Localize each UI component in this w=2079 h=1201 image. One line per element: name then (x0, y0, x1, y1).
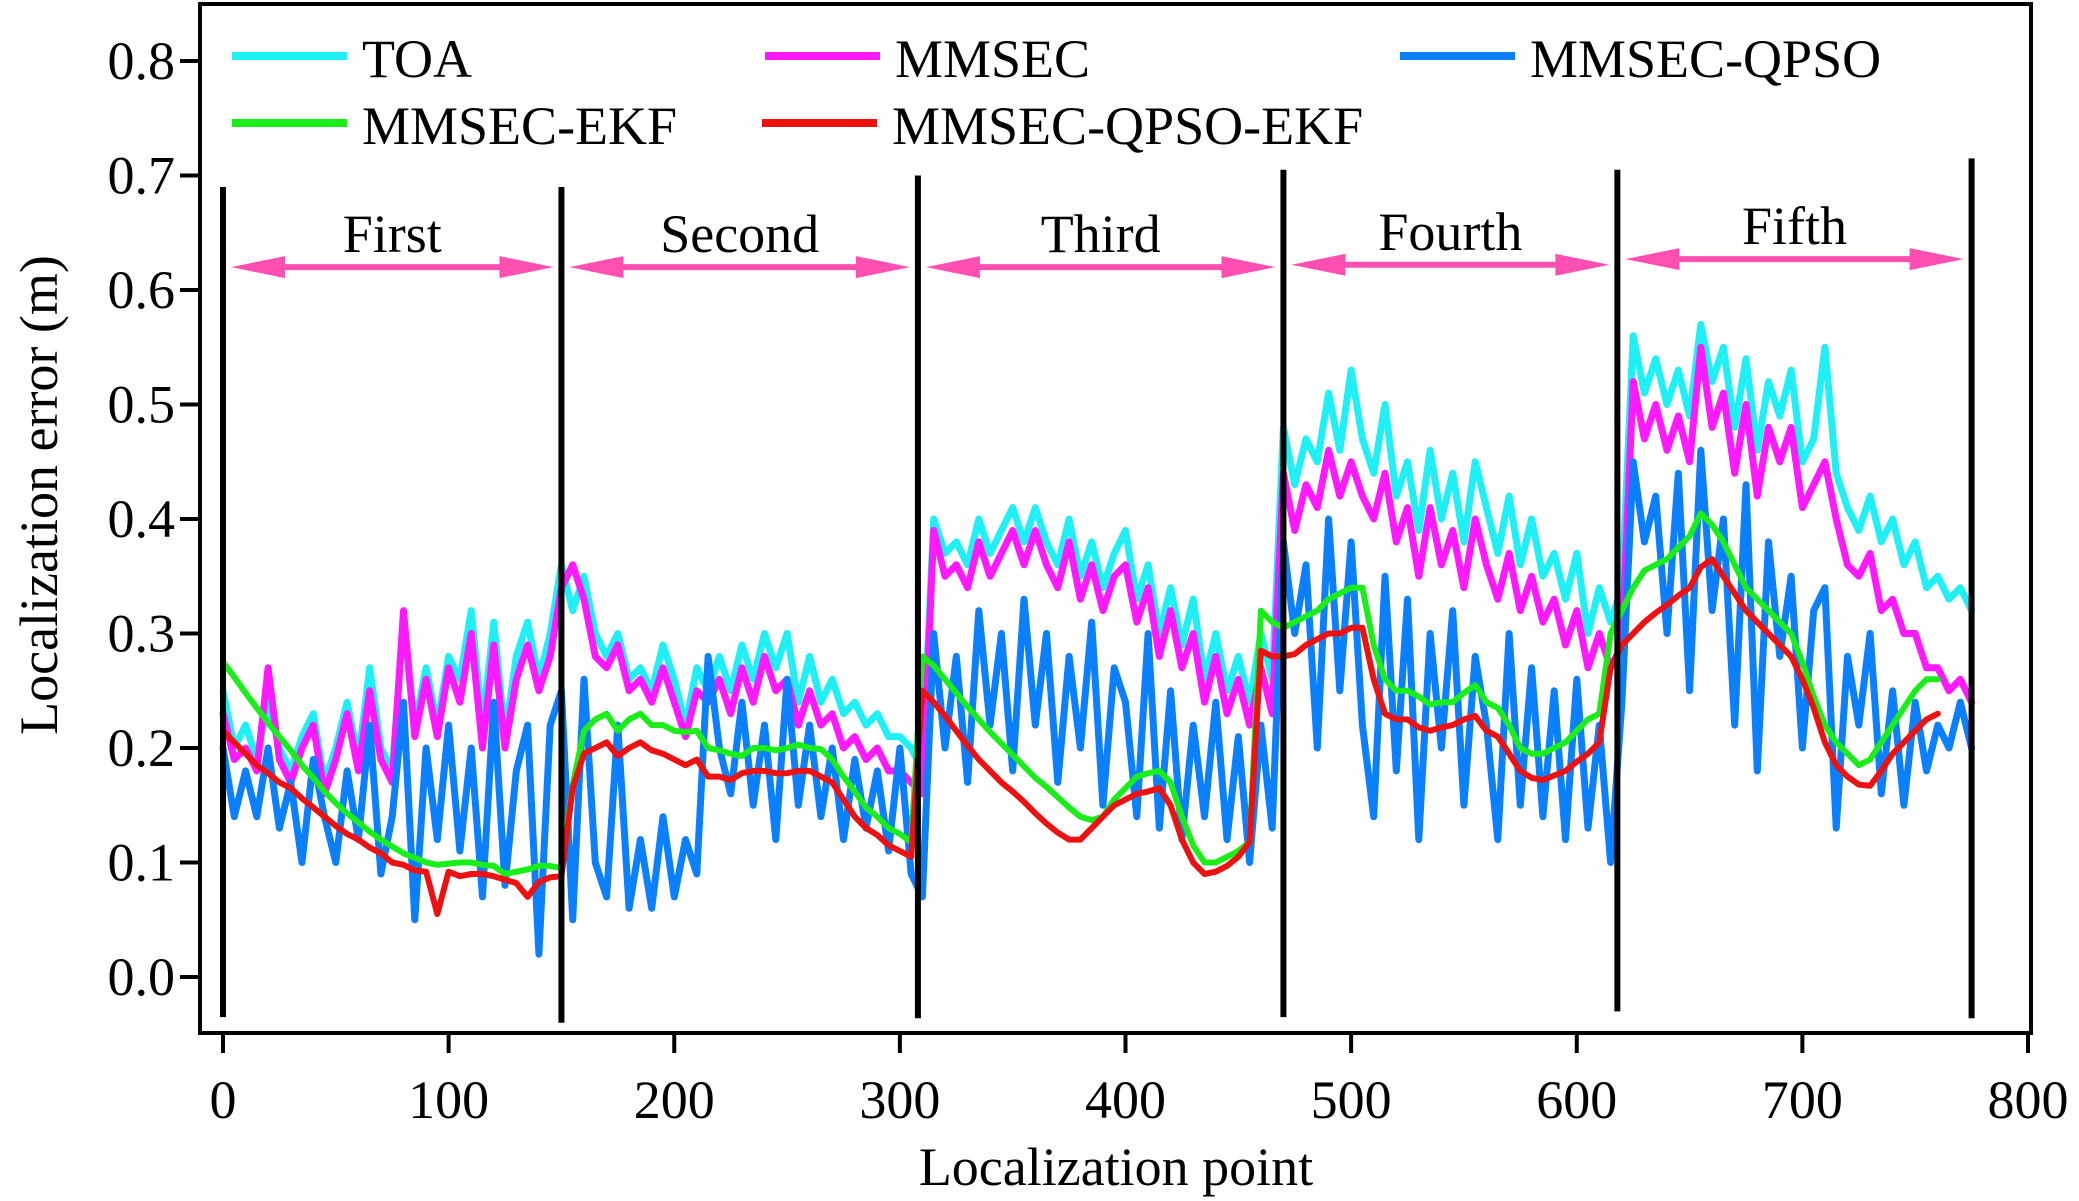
x-tick-label: 0 (210, 1070, 237, 1130)
series-layer (219, 320, 1976, 958)
y-tick-label: 0.3 (108, 604, 176, 664)
arrow-right-icon (1909, 248, 1964, 271)
y-tick-label: 0.5 (108, 375, 176, 435)
x-axis-title: Localization point (919, 1137, 1313, 1197)
y-tick-label: 0.0 (108, 947, 176, 1007)
y-tick-label: 0.6 (108, 260, 176, 320)
section-label: First (343, 204, 442, 264)
x-tick-label: 100 (408, 1070, 489, 1130)
y-tick-label: 0.1 (108, 833, 176, 893)
x-tick-label: 400 (1085, 1070, 1166, 1130)
arrow-left-icon (1625, 248, 1680, 271)
y-tick-label: 0.2 (108, 718, 176, 778)
section-layer: First Second Third Fourth Fifth (220, 158, 1975, 1023)
series-line-mmsec (219, 343, 1976, 798)
arrow-right-icon (1221, 256, 1276, 279)
series-line-mmsec-qpso-ekf (220, 556, 1941, 917)
series-line-toa (219, 320, 1976, 786)
y-axis: 0.0 0.1 0.2 0.3 0.4 0.5 0.6 0.7 0.8 (108, 31, 200, 1007)
arrow-left-icon (231, 256, 285, 279)
arrow-left-icon (1291, 253, 1346, 276)
section-label: Third (1041, 204, 1161, 264)
arrow-left-icon (925, 256, 980, 279)
section-label: Fifth (1742, 196, 1847, 256)
x-tick-label: 700 (1762, 1070, 1843, 1130)
x-tick-label: 500 (1311, 1070, 1392, 1130)
series-line-mmsec-ekf (220, 510, 1941, 877)
x-axis: 0 100 200 300 400 500 600 700 800 (210, 1033, 2069, 1130)
arrow-right-icon (1555, 253, 1610, 276)
arrow-right-icon (855, 256, 910, 279)
section-label: Second (660, 204, 819, 264)
legend-label: MMSEC-QPSO-EKF (892, 96, 1363, 156)
legend: TOA MMSEC MMSEC-QPSO MMSEC-EKF MMSEC-QPSO-EK… (232, 29, 1881, 156)
arrow-left-icon (569, 256, 624, 279)
x-tick-label: 300 (859, 1070, 940, 1130)
legend-label: MMSEC-QPSO (1530, 29, 1881, 89)
arrow-right-icon (499, 256, 554, 279)
legend-label: TOA (362, 29, 472, 89)
y-tick-label: 0.4 (108, 489, 176, 549)
legend-label: MMSEC-EKF (362, 96, 677, 156)
plot-frame (198, 2, 2033, 1035)
y-tick-label: 0.7 (108, 146, 176, 206)
section-label: Fourth (1378, 202, 1522, 262)
x-tick-label: 600 (1536, 1070, 1617, 1130)
legend-label: MMSEC (895, 29, 1090, 89)
series-line-mmsec-qpso (219, 446, 1976, 958)
x-tick-label: 800 (1988, 1070, 2069, 1130)
y-tick-label: 0.8 (108, 31, 176, 91)
x-tick-label: 200 (634, 1070, 715, 1130)
y-axis-title: Localization error (m) (9, 255, 69, 735)
